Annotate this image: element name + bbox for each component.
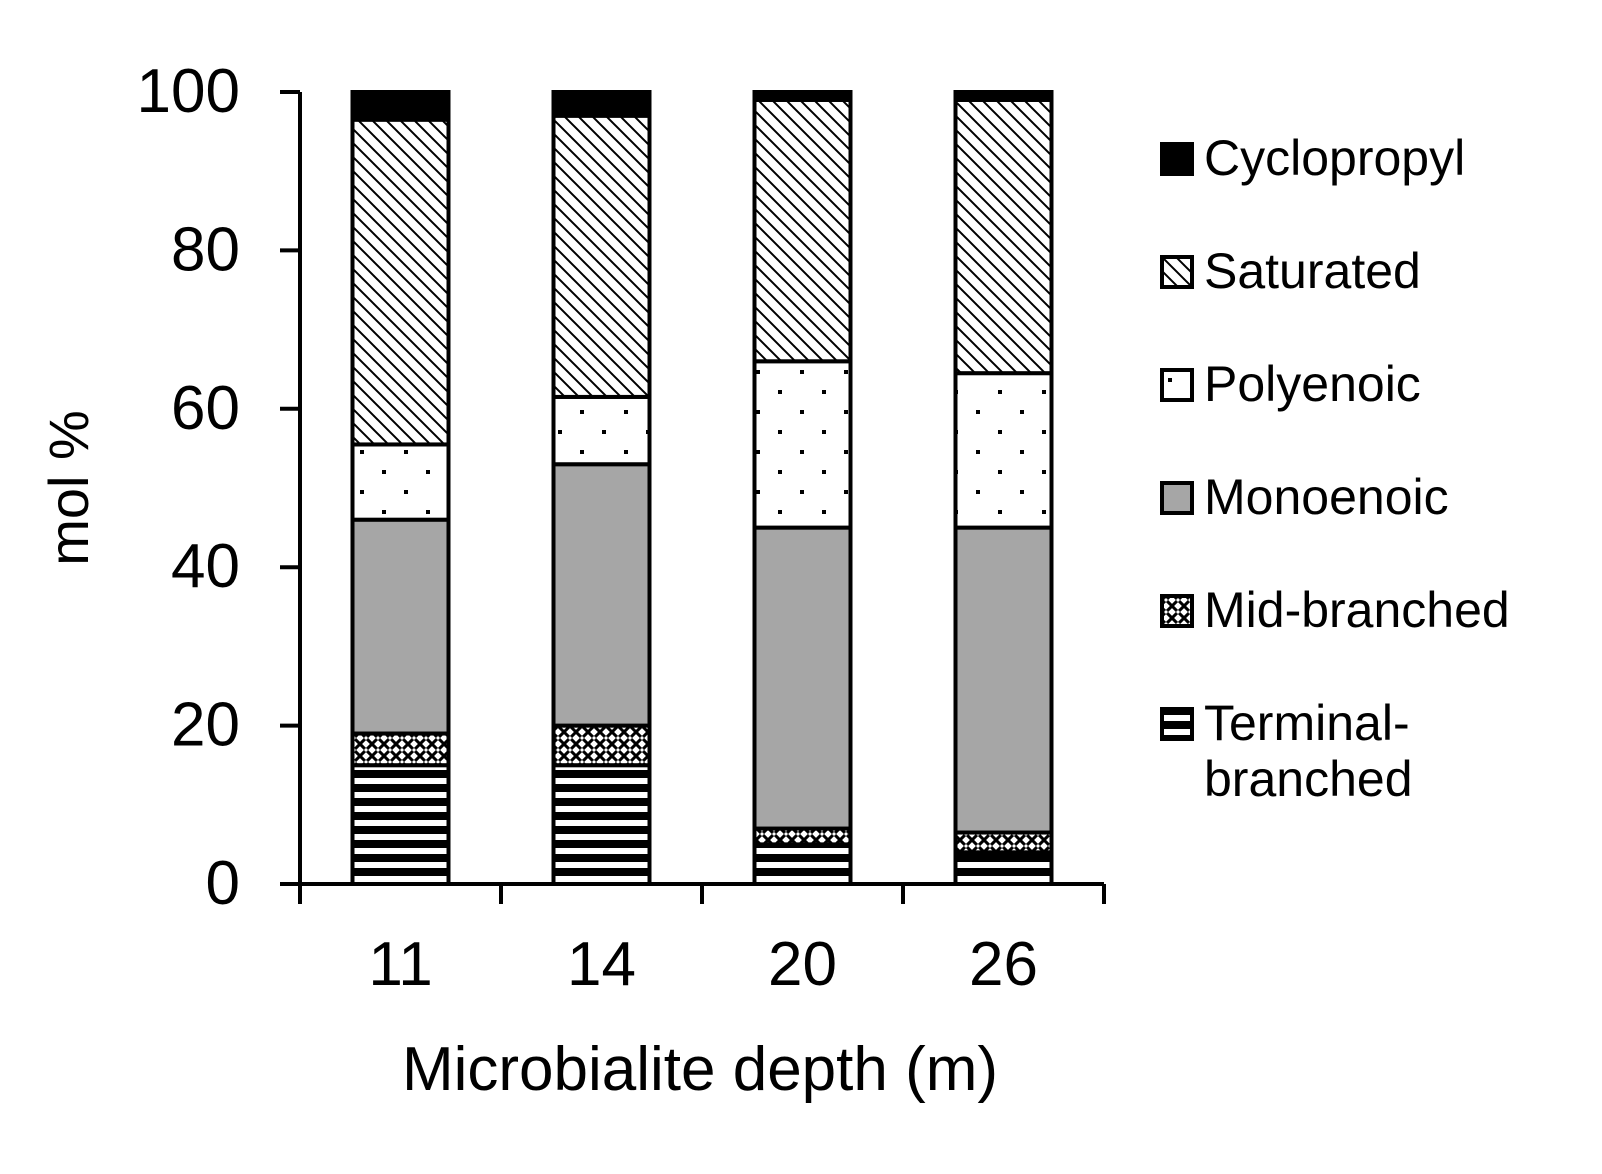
x-tick-label: 26 — [969, 930, 1038, 999]
legend-label: Polyenoic — [1204, 356, 1421, 412]
legend-label-line: Saturated — [1204, 243, 1421, 299]
bar-segment-polyenoic-11 — [350, 442, 451, 522]
bar-segment-monoenoic-11 — [350, 517, 451, 736]
bar-segment-monoenoic-20 — [752, 525, 853, 831]
bar-segment-terminal-branched-14 — [551, 763, 652, 887]
x-tick-label: 14 — [567, 930, 636, 999]
bar-segment-monoenoic-14 — [551, 462, 652, 728]
bar-segment-monoenoic-26 — [953, 525, 1054, 835]
bar-segment-saturated-20 — [752, 97, 853, 364]
y-tick-label: 80 — [171, 215, 240, 284]
x-axis-label: Microbialite depth (m) — [402, 1035, 998, 1104]
legend-label-line: Monoenoic — [1204, 469, 1449, 525]
legend-swatch — [1160, 368, 1194, 402]
legend-swatch — [1160, 255, 1194, 289]
y-ticks-group: 0 20 40 60 80 100 — [137, 57, 300, 918]
bar-segment-saturated-26 — [953, 97, 1054, 376]
legend-label: Terminal-branched — [1204, 695, 1413, 807]
bar-segment-mid-branched-11 — [350, 731, 451, 768]
bar-segment-terminal-branched-11 — [350, 763, 451, 887]
legend-item-mid-branched: Mid-branched — [1160, 572, 1590, 685]
legend-label: Cyclopropyl — [1204, 130, 1465, 186]
legend-swatch — [1160, 707, 1194, 741]
y-tick-label: 100 — [137, 57, 240, 126]
x-ticks-group: 11 14 20 26 — [298, 884, 1106, 999]
legend-item-saturated: Saturated — [1160, 233, 1590, 346]
legend-label: Mid-branched — [1204, 582, 1510, 638]
legend-swatch — [1160, 142, 1194, 176]
legend-item-monoenoic: Monoenoic — [1160, 459, 1590, 572]
legend-label-line: Polyenoic — [1204, 356, 1421, 412]
bar-segment-polyenoic-26 — [953, 371, 1054, 530]
x-tick-label: 11 — [368, 930, 432, 999]
bar-segment-saturated-14 — [551, 113, 652, 399]
legend-swatch — [1160, 594, 1194, 628]
legend-label-line: Mid-branched — [1204, 582, 1510, 638]
legend-label-line: branched — [1204, 751, 1413, 807]
legend-label: Monoenoic — [1204, 469, 1449, 525]
bar-segment-cyclopropyl-11 — [350, 90, 451, 122]
y-tick-label: 0 — [206, 849, 240, 918]
legend-item-terminal-branched: Terminal-branched — [1160, 685, 1590, 807]
legend-label: Saturated — [1204, 243, 1421, 299]
y-axis-label: mol % — [37, 410, 100, 566]
x-tick-label: 20 — [768, 930, 837, 999]
bar-segment-mid-branched-26 — [953, 830, 1054, 855]
legend-item-polyenoic: Polyenoic — [1160, 346, 1590, 459]
y-tick-label: 20 — [171, 691, 240, 760]
legend-label-line: Terminal- — [1204, 695, 1410, 751]
bar-segment-polyenoic-14 — [551, 394, 652, 467]
bar-segment-mid-branched-14 — [551, 723, 652, 768]
legend: Cyclopropyl Saturated Polyenoic Monoenoic Mi… — [1160, 120, 1590, 807]
bar-segment-cyclopropyl-26 — [953, 90, 1054, 102]
bar-segment-mid-branched-20 — [752, 826, 853, 847]
bar-segment-polyenoic-20 — [752, 359, 853, 530]
bar-segment-saturated-11 — [350, 117, 451, 447]
y-tick-label: 60 — [171, 374, 240, 443]
bar-segment-cyclopropyl-20 — [752, 90, 853, 102]
bars-group — [350, 90, 1054, 887]
bar-segment-cyclopropyl-14 — [551, 90, 652, 118]
bar-segment-terminal-branched-26 — [953, 850, 1054, 887]
legend-label-line: Cyclopropyl — [1204, 130, 1466, 186]
y-tick-label: 40 — [171, 532, 240, 601]
legend-item-cyclopropyl: Cyclopropyl — [1160, 120, 1590, 233]
legend-swatch — [1160, 481, 1194, 515]
bar-segment-terminal-branched-20 — [752, 842, 853, 887]
